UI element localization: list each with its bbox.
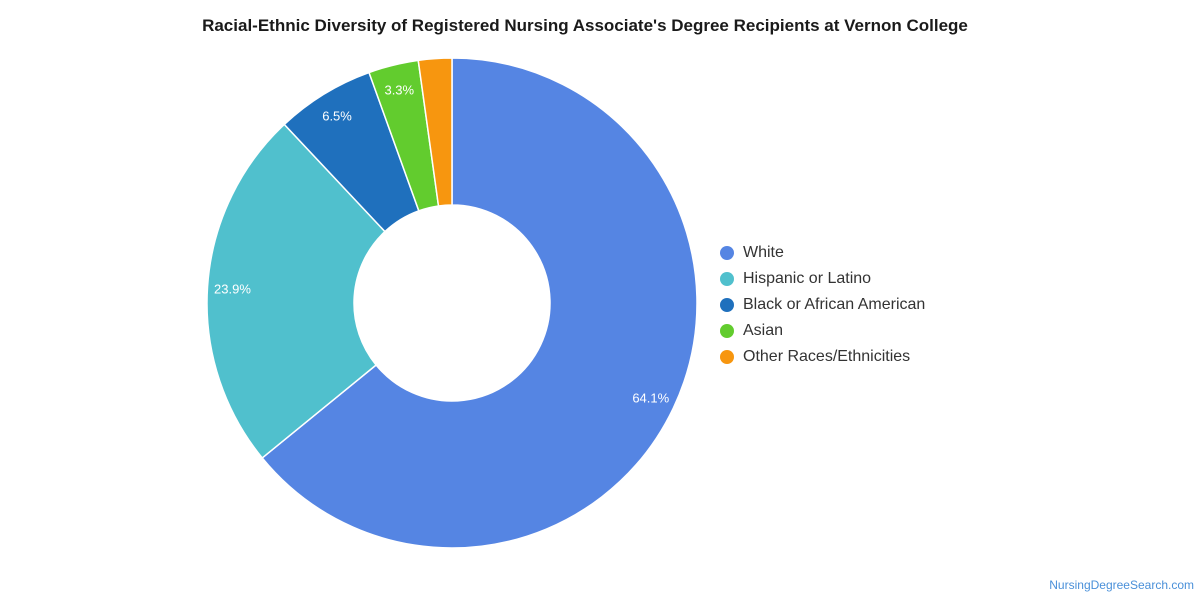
legend-swatch (720, 246, 734, 260)
legend: White Hispanic or Latino Black or Africa… (720, 240, 925, 370)
slice-other-races-ethnicities[interactable] (417, 57, 453, 207)
legend-label: White (743, 244, 784, 261)
legend-item-other-races-ethnicities[interactable]: Other Races/Ethnicities (720, 344, 925, 370)
slice-hispanic-or-latino[interactable] (206, 123, 386, 460)
legend-swatch (720, 324, 734, 338)
legend-item-asian[interactable]: Asian (720, 318, 925, 344)
legend-item-hispanic-or-latino[interactable]: Hispanic or Latino (720, 266, 925, 292)
legend-swatch (720, 298, 734, 312)
chart-title: Racial-Ethnic Diversity of Registered Nu… (202, 16, 968, 35)
data-label: 3.3% (384, 82, 414, 97)
data-label: 64.1% (632, 390, 669, 405)
data-label: 6.5% (322, 108, 352, 123)
legend-item-black-or-african-american[interactable]: Black or African American (720, 292, 925, 318)
legend-item-white[interactable]: White (720, 240, 925, 266)
slice-white[interactable] (261, 57, 698, 549)
legend-swatch (720, 272, 734, 286)
legend-label: Black or African American (743, 296, 926, 313)
legend-label: Other Races/Ethnicities (743, 348, 911, 365)
legend-label: Hispanic or Latino (743, 270, 872, 287)
legend-label: Asian (743, 322, 784, 339)
watermark-link[interactable]: NursingDegreeSearch.com (1049, 578, 1194, 592)
legend-swatch (720, 350, 734, 364)
data-label: 23.9% (214, 281, 251, 296)
